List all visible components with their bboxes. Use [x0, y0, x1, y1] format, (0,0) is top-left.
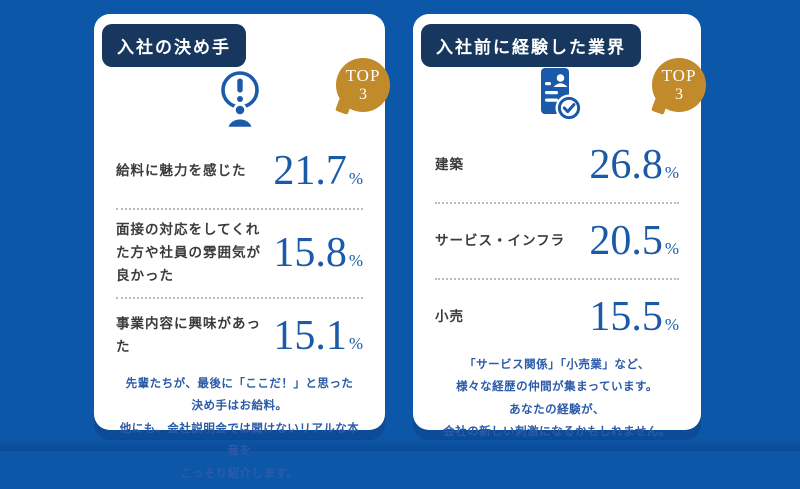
- footnote-line: 先輩たちが、最後に「ここだ！」と思った: [125, 377, 354, 390]
- top3-badge-rank: 3: [675, 86, 683, 103]
- item-label: 建築: [435, 156, 464, 172]
- item-value: 26.8%: [589, 142, 679, 188]
- item-value: 15.1%: [273, 312, 363, 359]
- top3-badge-text: TOP: [661, 66, 697, 85]
- percent-unit: %: [664, 163, 679, 182]
- footnote-line: こっそり紹介します。: [180, 467, 299, 480]
- footnote-line: 様々な経歴の仲間が集まっています。: [456, 381, 658, 394]
- percent-unit: %: [348, 333, 363, 353]
- card-joining-decision: 入社の決め手 TOP 3 給料に魅力を感じた 21.7% 面接の対応をしてくれた…: [94, 14, 390, 480]
- card-title-badge: 入社の決め手: [102, 24, 246, 67]
- footnote-line: 会社の新しい刺激になるかもしれません。: [443, 426, 671, 439]
- list-item: サービス・インフラ 20.5%: [435, 202, 679, 278]
- footnote-line: 他にも、会社説明会では聞けないリアルな本音を: [119, 422, 360, 458]
- item-value: 20.5%: [589, 218, 679, 264]
- item-label: 事業内容に興味があった: [116, 315, 261, 354]
- percent-unit: %: [664, 315, 679, 334]
- percent-unit: %: [664, 239, 679, 258]
- top3-badge: TOP 3: [652, 58, 706, 112]
- percent-unit: %: [348, 169, 363, 188]
- list-item: 給料に魅力を感じた 21.7%: [116, 134, 363, 208]
- item-label: 面接の対応をしてくれた方や社員の雰囲気が良かった: [116, 222, 261, 283]
- footnote: 先輩たちが、最後に「ここだ！」と思った 決め手はお給料。 他にも、会社説明会では…: [116, 373, 363, 489]
- list-item: 面接の対応をしてくれた方や社員の雰囲気が良かった 15.8%: [116, 208, 363, 297]
- card-title-badge: 入社前に経験した業界: [421, 24, 641, 67]
- top3-badge-text: TOP: [345, 66, 381, 85]
- alert-person-icon: [116, 66, 363, 128]
- footnote-line: 決め手はお給料。: [191, 400, 288, 413]
- card-title: 入社前に経験した業界: [436, 38, 626, 57]
- list-item: 事業内容に興味があった 15.1%: [116, 296, 363, 373]
- list-item: 小売 15.5%: [435, 278, 679, 354]
- footnote-line: 「サービス関係」「小売業」など、: [464, 359, 650, 371]
- ranking-list: 給料に魅力を感じた 21.7% 面接の対応をしてくれた方や社員の雰囲気が良かった…: [116, 134, 363, 373]
- resume-check-icon: [435, 66, 679, 122]
- ranking-list: 建築 26.8% サービス・インフラ 20.5% 小売 15.5%: [435, 128, 679, 354]
- list-item: 建築 26.8%: [435, 128, 679, 202]
- top3-badge: TOP 3: [336, 58, 390, 112]
- card-prior-industries: 入社前に経験した業界 TOP 3 建築 26.8% サービス・インフラ 20.5…: [413, 14, 706, 438]
- item-label: 小売: [435, 308, 464, 324]
- item-value: 15.8%: [273, 230, 363, 277]
- item-label: サービス・インフラ: [435, 232, 566, 248]
- item-value: 15.5%: [589, 294, 679, 340]
- percent-unit: %: [348, 251, 363, 271]
- card-title: 入社の決め手: [117, 38, 231, 57]
- item-value: 21.7%: [273, 148, 363, 194]
- top3-badge-rank: 3: [359, 86, 367, 103]
- footnote: 「サービス関係」「小売業」など、 様々な経歴の仲間が集まっています。 あなたの経…: [435, 354, 679, 448]
- item-label: 給料に魅力を感じた: [116, 162, 247, 178]
- footnote-line: あなたの経験が、: [509, 403, 605, 416]
